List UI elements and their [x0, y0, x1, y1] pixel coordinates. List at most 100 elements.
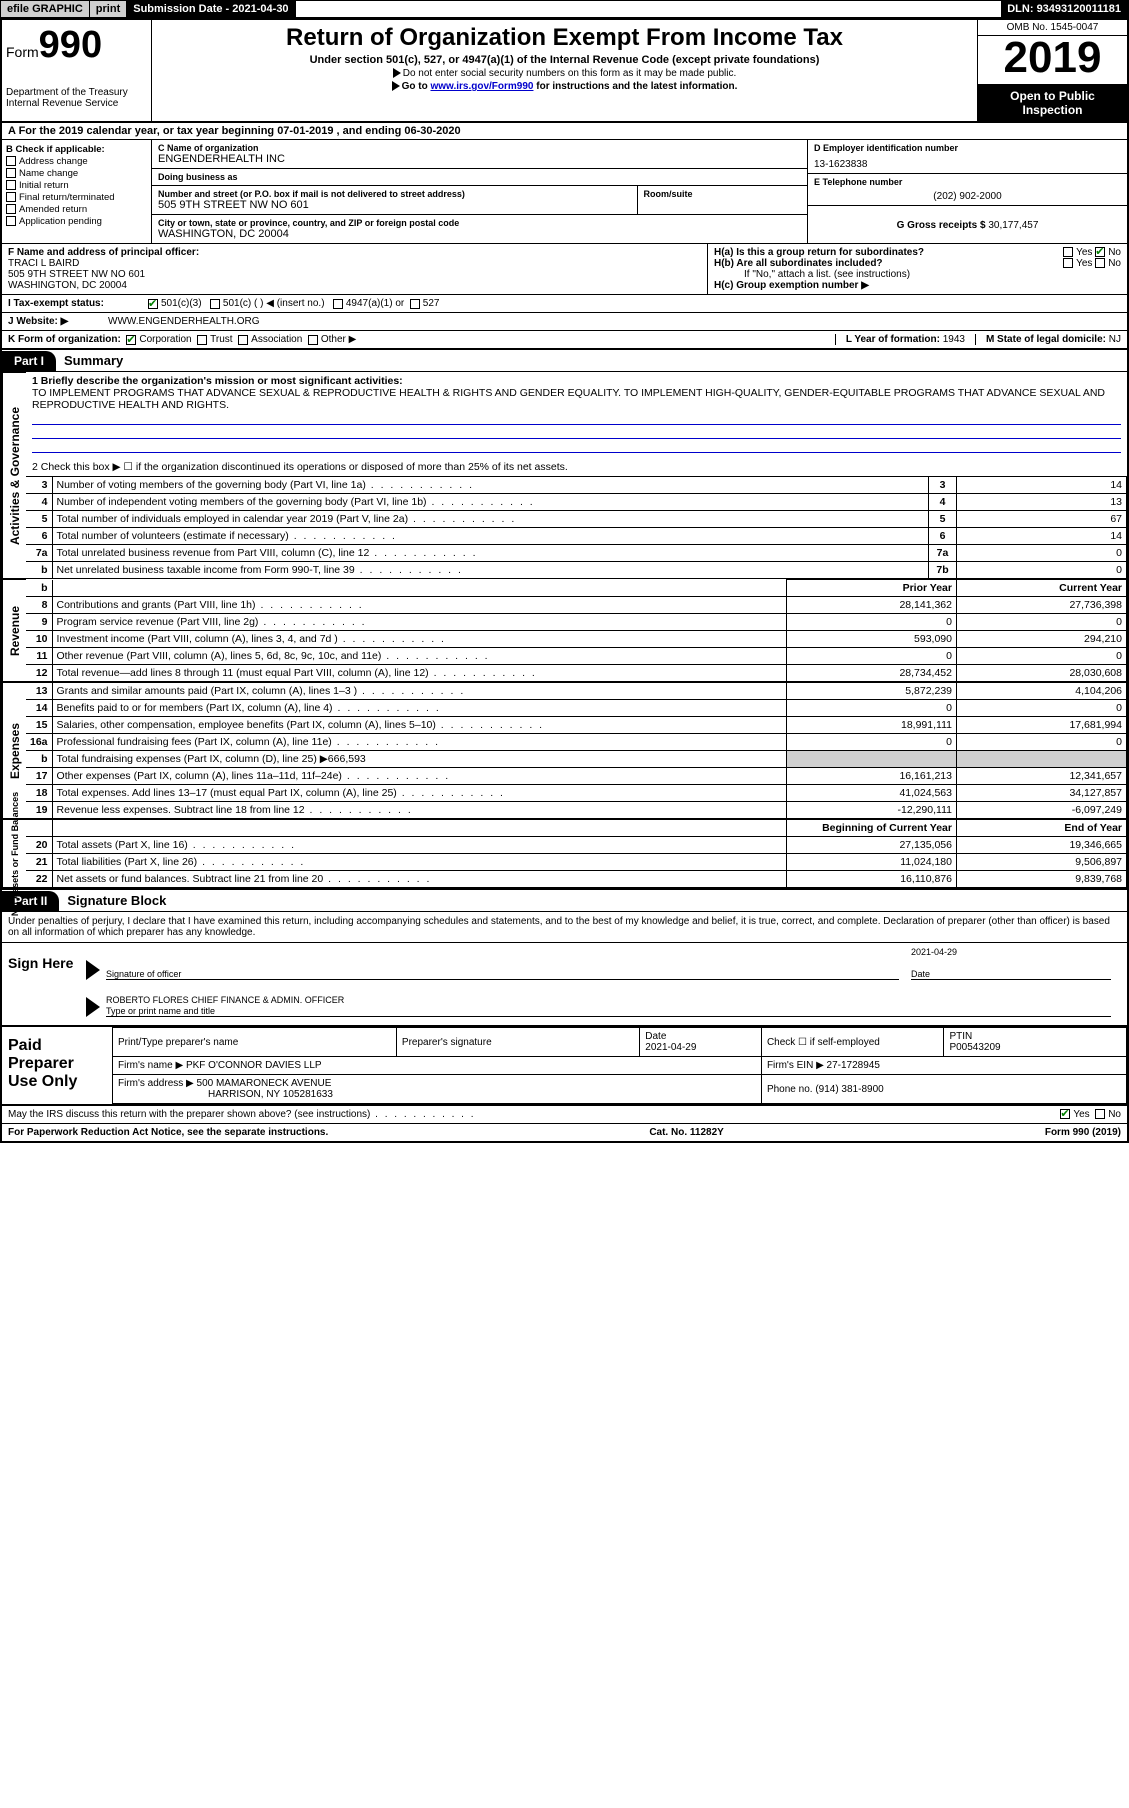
box-h: H(a) Is this a group return for subordin…: [707, 244, 1127, 294]
block-bcdefg: B Check if applicable: Address change Na…: [2, 140, 1127, 244]
officer-addr2: WASHINGTON, DC 20004: [8, 280, 701, 291]
chk-address-change[interactable]: Address change: [6, 156, 147, 167]
box-f: F Name and address of principal officer:…: [2, 244, 707, 294]
h-c: H(c) Group exemption number ▶: [714, 280, 1121, 291]
website-value: WWW.ENGENDERHEALTH.ORG: [108, 316, 259, 327]
section-a: A For the 2019 calendar year, or tax yea…: [2, 123, 1127, 140]
submission-date: Submission Date - 2021-04-30: [127, 1, 295, 17]
officer-signature-field[interactable]: Signature of officer: [106, 957, 899, 980]
header-center: Return of Organization Exempt From Incom…: [152, 20, 977, 121]
table-row: 20Total assets (Part X, line 16)27,135,0…: [26, 837, 1127, 854]
open-inspection: Open to Public Inspection: [978, 85, 1127, 121]
gross-label: G Gross receipts $: [897, 220, 989, 231]
form-number: Form990: [6, 24, 147, 67]
table-row: 8Contributions and grants (Part VIII, li…: [26, 597, 1127, 614]
header-right: OMB No. 1545-0047 2019 Open to Public In…: [977, 20, 1127, 121]
firm-ein-cell: Firm's EIN ▶ 27-1728945: [761, 1057, 1126, 1075]
chk-discuss-no[interactable]: [1095, 1109, 1105, 1119]
irs-discuss-row: May the IRS discuss this return with the…: [2, 1106, 1127, 1124]
irs-link[interactable]: www.irs.gov/Form990: [430, 81, 533, 92]
box-e: E Telephone number (202) 902-2000: [808, 174, 1127, 206]
box-m: M State of legal domicile: NJ: [975, 334, 1121, 345]
table-row: 22Net assets or fund balances. Subtract …: [26, 871, 1127, 888]
chk-trust[interactable]: [197, 335, 207, 345]
note-link: Go to www.irs.gov/Form990 for instructio…: [160, 81, 969, 92]
discuss-label: May the IRS discuss this return with the…: [8, 1109, 476, 1120]
addr-value: 505 9TH STREET NW NO 601: [158, 199, 631, 211]
firm-name-cell: Firm's name ▶ PKF O'CONNOR DAVIES LLP: [113, 1057, 762, 1075]
chk-other[interactable]: [308, 335, 318, 345]
table-row: 11Other revenue (Part VIII, column (A), …: [26, 648, 1127, 665]
sig-arrow-icon-2: [86, 997, 100, 1017]
box-l: L Year of formation: 1943: [835, 334, 975, 345]
part2-header: Part II Signature Block: [2, 890, 1127, 912]
org-name-label: C Name of organization: [158, 143, 801, 153]
vtab-revenue: Revenue: [2, 579, 26, 682]
prep-ptin-cell: PTINP00543209: [944, 1028, 1127, 1057]
line-1: 1 Briefly describe the organization's mi…: [26, 372, 1127, 458]
form-container: Form990 Department of the Treasury Inter…: [0, 18, 1129, 1143]
footer-last: For Paperwork Reduction Act Notice, see …: [2, 1124, 1127, 1141]
paid-preparer-label: Paid Preparer Use Only: [2, 1027, 112, 1104]
print-button[interactable]: print: [90, 1, 127, 17]
form-header: Form990 Department of the Treasury Inter…: [2, 20, 1127, 123]
chk-527[interactable]: [410, 299, 420, 309]
box-defg: D Employer identification number 13-1623…: [807, 140, 1127, 243]
part1-header: Part I Summary: [2, 350, 1127, 372]
table-row: bTotal fundraising expenses (Part IX, co…: [26, 751, 1127, 768]
table-row: 19Revenue less expenses. Subtract line 1…: [26, 802, 1127, 819]
k-org-row: K Form of organization: Corporation Trus…: [2, 331, 1127, 350]
h-a: H(a) Is this a group return for subordin…: [714, 247, 1121, 258]
org-name: ENGENDERHEALTH INC: [158, 153, 801, 165]
chk-amended-return[interactable]: Amended return: [6, 204, 147, 215]
officer-name-title-field: ROBERTO FLORES CHIEF FINANCE & ADMIN. OF…: [106, 984, 1111, 1017]
chk-501c[interactable]: [210, 299, 220, 309]
chk-4947[interactable]: [333, 299, 343, 309]
part1-label: Part I: [2, 351, 56, 371]
na-table: Beginning of Current YearEnd of Year20To…: [26, 819, 1127, 888]
table-row: 6Total number of volunteers (estimate if…: [26, 528, 1127, 545]
irs-label: Internal Revenue Service: [6, 98, 147, 109]
gross-value: 30,177,457: [988, 220, 1038, 231]
city-value: WASHINGTON, DC 20004: [158, 228, 801, 240]
chk-501c3[interactable]: [148, 299, 158, 309]
mission-text: TO IMPLEMENT PROGRAMS THAT ADVANCE SEXUA…: [32, 387, 1105, 411]
dln: DLN: 93493120011181: [1001, 1, 1128, 17]
prep-date-cell: Date2021-04-29: [640, 1028, 762, 1057]
chk-discuss-yes[interactable]: [1060, 1109, 1070, 1119]
form-subtitle: Under section 501(c), 527, or 4947(a)(1)…: [160, 54, 969, 66]
ag-table: 3Number of voting members of the governi…: [26, 476, 1127, 579]
prep-check-cell: Check ☐ if self-employed: [761, 1028, 944, 1057]
sign-here-block: Sign Here Signature of officer 2021-04-2…: [2, 943, 1127, 1027]
website-label: J Website: ▶: [8, 316, 108, 327]
website-row: J Website: ▶ WWW.ENGENDERHEALTH.ORG: [2, 313, 1127, 331]
chk-corporation[interactable]: [126, 335, 136, 345]
part1-title: Summary: [56, 350, 131, 371]
vtab-ag: Activities & Governance: [2, 372, 26, 579]
cat-no: Cat. No. 11282Y: [649, 1127, 723, 1138]
box-f-h: F Name and address of principal officer:…: [2, 244, 1127, 295]
expenses-section: Expenses 13Grants and similar amounts pa…: [2, 682, 1127, 819]
chk-association[interactable]: [238, 335, 248, 345]
chk-name-change[interactable]: Name change: [6, 168, 147, 179]
note-ssn: Do not enter social security numbers on …: [160, 68, 969, 79]
chk-final-return[interactable]: Final return/terminated: [6, 192, 147, 203]
chk-application-pending[interactable]: Application pending: [6, 216, 147, 227]
box-c: C Name of organization ENGENDERHEALTH IN…: [152, 140, 807, 243]
table-row: 9Program service revenue (Part VIII, lin…: [26, 614, 1127, 631]
table-row: 13Grants and similar amounts paid (Part …: [26, 683, 1127, 700]
table-row: Beginning of Current YearEnd of Year: [26, 820, 1127, 837]
table-row: 16aProfessional fundraising fees (Part I…: [26, 734, 1127, 751]
paid-preparer-block: Paid Preparer Use Only Print/Type prepar…: [2, 1027, 1127, 1106]
officer-addr1: 505 9TH STREET NW NO 601: [8, 269, 701, 280]
dept-treasury: Department of the Treasury: [6, 87, 147, 98]
chk-initial-return[interactable]: Initial return: [6, 180, 147, 191]
efile-link[interactable]: efile GRAPHIC: [1, 1, 90, 17]
table-row: 18Total expenses. Add lines 13–17 (must …: [26, 785, 1127, 802]
phone-label: E Telephone number: [814, 177, 1121, 187]
box-b-label: B Check if applicable:: [6, 144, 147, 155]
table-row: 12Total revenue—add lines 8 through 11 (…: [26, 665, 1127, 682]
table-row: 10Investment income (Part VIII, column (…: [26, 631, 1127, 648]
box-g: G Gross receipts $ 30,177,457: [808, 206, 1127, 234]
penalty-statement: Under penalties of perjury, I declare th…: [2, 912, 1127, 943]
